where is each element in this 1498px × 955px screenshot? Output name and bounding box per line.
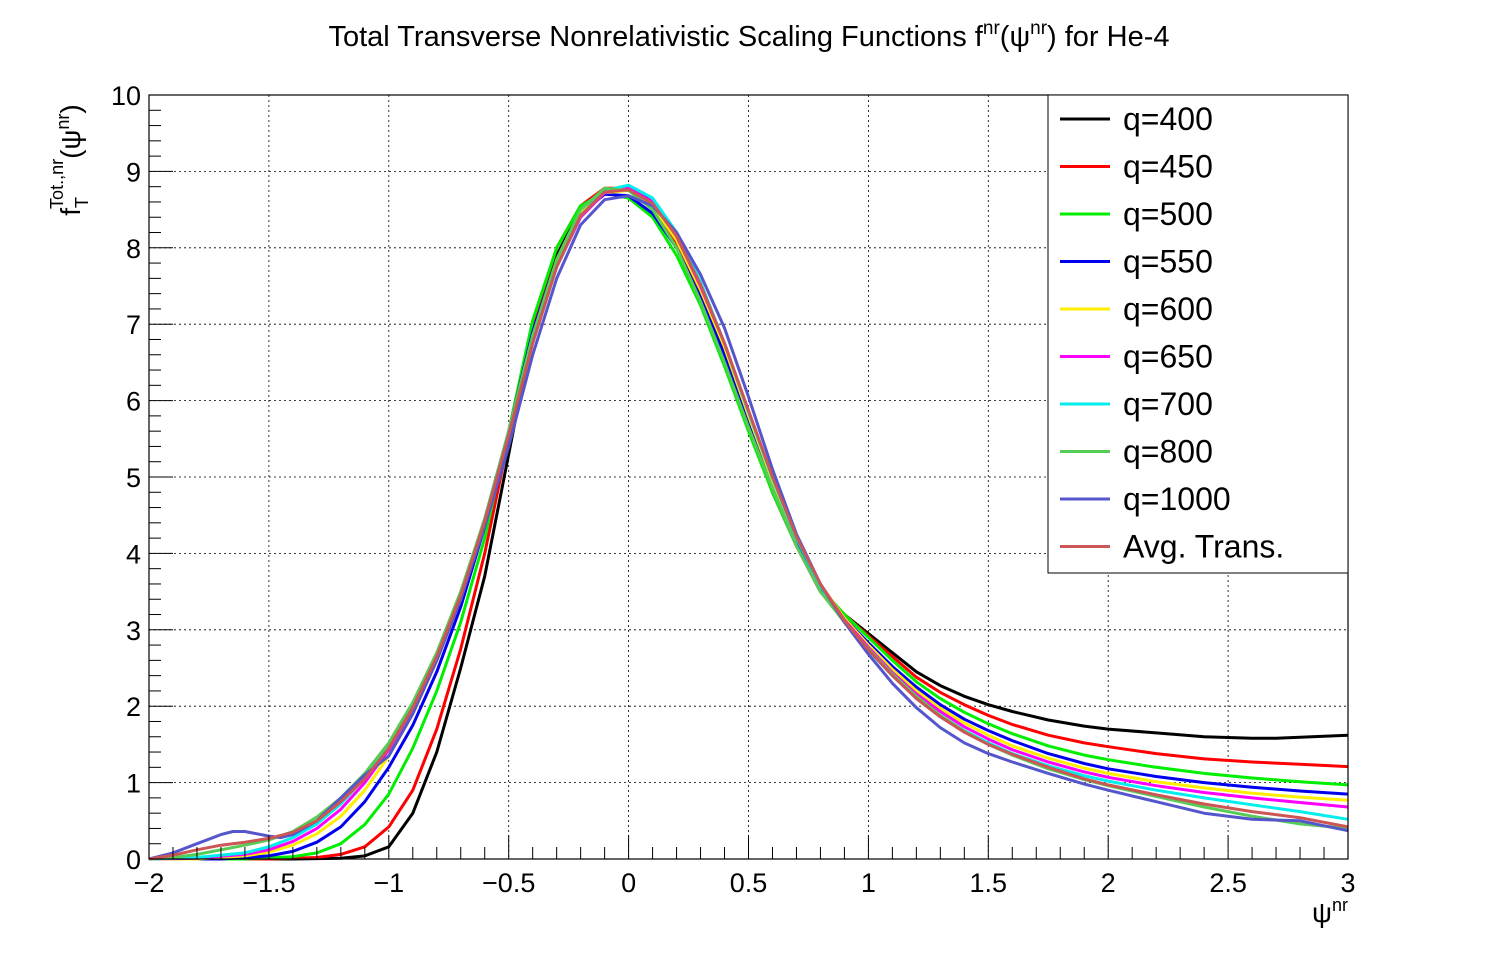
axis-ticks (148, 94, 1349, 860)
legend-entry: q=1000 (1123, 481, 1231, 517)
y-tick-label: 2 (126, 692, 141, 722)
y-axis-label-sup: Tot.,nr (47, 159, 67, 209)
legend-entry: q=600 (1123, 291, 1213, 327)
y-tick-label: 5 (126, 463, 141, 493)
x-tick-label: −1 (373, 868, 404, 898)
series-layer (148, 183, 1349, 861)
y-tick-label: 9 (126, 157, 141, 187)
series-line (149, 192, 1349, 861)
y-tick-label: 1 (126, 769, 141, 799)
x-tick-label: 2.5 (1209, 868, 1247, 898)
y-tick-label: 4 (126, 539, 141, 569)
x-tick-labels: −2 −1.5 −1 −0.5 0 0.5 1 1.5 2 2.5 3 (134, 868, 1356, 898)
x-tick-label: −2 (134, 868, 165, 898)
x-tick-label: 0.5 (730, 868, 768, 898)
legend-entry: q=650 (1123, 339, 1213, 375)
x-tick-label: −1.5 (242, 868, 295, 898)
legend-entry: q=700 (1123, 386, 1213, 422)
legend-entry: Avg. Trans. (1123, 529, 1284, 565)
y-tick-label: 3 (126, 616, 141, 646)
legend-box (1047, 94, 1349, 574)
series-line (148, 188, 1349, 861)
legend: q=400 q=450 q=500 q=550 q=600 q=650 q=700 q=800… (1047, 94, 1349, 574)
y-tick-labels: 0 1 2 3 4 5 6 7 8 9 10 (111, 81, 141, 875)
x-tick-label: 1 (861, 868, 876, 898)
legend-entry: q=450 (1123, 149, 1213, 185)
y-tick-label: 10 (111, 81, 141, 111)
svg-text:fTTot.,nr(ψnr): fTTot.,nr(ψnr) (47, 104, 92, 215)
y-axis-label-base: f (55, 208, 86, 216)
x-tick-label: −0.5 (482, 868, 535, 898)
y-tick-label: 0 (126, 845, 141, 875)
x-tick-label: 2 (1101, 868, 1116, 898)
y-axis-label: fTTot.,nr(ψnr) (47, 104, 92, 215)
y-tick-label: 7 (126, 310, 141, 340)
x-tick-label: 1.5 (970, 868, 1008, 898)
y-axis-label-sub: T (72, 197, 92, 208)
chart-title: Total Transverse Nonrelativistic Scaling… (328, 18, 1169, 53)
legend-entry: q=550 (1123, 244, 1213, 280)
x-tick-label: 3 (1340, 868, 1355, 898)
legend-entry: q=800 (1123, 434, 1213, 470)
y-tick-label: 8 (126, 234, 141, 264)
legend-entry: q=500 (1123, 196, 1213, 232)
legend-entry: q=400 (1123, 101, 1213, 137)
x-axis-label: ψnr (1312, 895, 1348, 928)
x-tick-label: 0 (621, 868, 636, 898)
y-tick-label: 6 (126, 387, 141, 417)
